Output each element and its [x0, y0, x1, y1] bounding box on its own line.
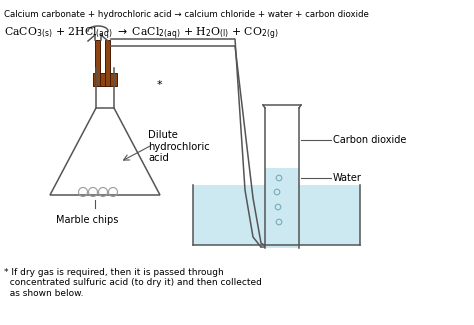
Bar — [93, 73, 117, 86]
Text: Marble chips: Marble chips — [56, 215, 118, 225]
Text: Water: Water — [333, 173, 362, 183]
Bar — [265, 168, 299, 248]
Bar — [106, 40, 110, 86]
Text: *: * — [157, 80, 163, 90]
Text: CaCO$_3$$_{\rm(s)}$ + 2HCl$_{\rm(aq)}$ $\rightarrow$ CaCl$_2$$_{\rm(aq)}$ + H$_2: CaCO$_3$$_{\rm(s)}$ + 2HCl$_{\rm(aq)}$ $… — [4, 26, 279, 42]
Text: Carbon dioxide: Carbon dioxide — [333, 135, 406, 145]
Bar — [95, 40, 100, 86]
Text: * If dry gas is required, then it is passed through
  concentrated sulfuric acid: * If dry gas is required, then it is pas… — [4, 268, 262, 298]
Bar — [193, 185, 360, 245]
Text: Calcium carbonate + hydrochloric acid → calcium chloride + water + carbon dioxid: Calcium carbonate + hydrochloric acid → … — [4, 10, 369, 19]
Text: Dilute
hydrochloric
acid: Dilute hydrochloric acid — [148, 130, 210, 163]
